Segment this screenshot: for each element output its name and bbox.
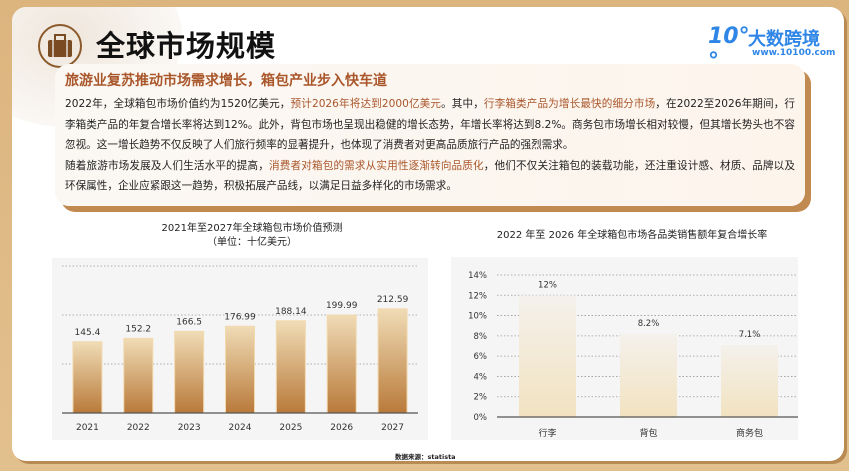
- y-tick-label: 14%: [468, 271, 487, 281]
- x-tick-label: 2026: [330, 423, 353, 433]
- x-tick-label: 2021: [76, 423, 99, 433]
- data-label: 166.5: [176, 317, 202, 327]
- body-text: ，在2022至2026年期间，行李箱类产品的年复合增长率将达到12%。此外，背包…: [65, 98, 796, 151]
- bar: [519, 295, 576, 417]
- bar: [275, 320, 306, 414]
- x-tick-label: 2023: [178, 423, 201, 433]
- slide-card: 全球市场规模 10°° 大数跨境 www.10100.com 旅游业复苏推动市场…: [12, 7, 844, 461]
- summary-paragraph: 随着旅游市场发展及人们生活水平的提高，消费者对箱包的需求从实用性逐渐转向品质化，…: [65, 156, 795, 197]
- x-tick-label: 2024: [229, 423, 252, 433]
- chart1-title: 2021年至2027年全球箱包市场价值预测 （单位：十亿美元）: [72, 222, 432, 250]
- bar: [620, 333, 677, 417]
- chart1-panel: 145.4 2021 152.2 2022 166.5 2023 176.99 2024 188…: [52, 258, 428, 440]
- chart2-title: 2022 年至 2026 年全球箱包市场各品类销售额年复合增长率: [496, 230, 768, 241]
- y-tick-label: 10%: [468, 312, 487, 322]
- y-tick-label: 12%: [468, 291, 487, 301]
- x-tick-label: 背包: [639, 427, 657, 439]
- chart1-title-text: 2021年至2027年全球箱包市场价值预测: [161, 223, 343, 234]
- x-tick-label: 2022: [127, 423, 150, 433]
- page-title: 全球市场规模: [96, 29, 277, 63]
- body-text: 随着旅游市场发展及人们生活水平的提高，: [65, 159, 270, 172]
- bar: [225, 325, 255, 414]
- logo-url: www.10100.com: [752, 48, 836, 58]
- data-label: 7.1%: [739, 330, 761, 340]
- chart2-svg: 0% 2% 4% 6% 8% 10% 12% 14% 12% 行李 8.2% 背包 7.1% 商务包: [468, 271, 800, 439]
- y-tick-label: 8%: [474, 332, 488, 342]
- chart1-subtitle: （单位：十亿美元）: [207, 237, 297, 248]
- x-tick-label: 2027: [381, 423, 404, 433]
- data-label: 12%: [538, 280, 557, 290]
- y-tick-label: 4%: [474, 372, 488, 382]
- data-label: 8.2%: [638, 319, 660, 329]
- chart2-panel: 0% 2% 4% 6% 8% 10% 12% 14% 12% 行李 8.2% 背包 7.1% 商务包: [451, 257, 800, 440]
- bar: [174, 330, 205, 414]
- bar: [377, 308, 408, 414]
- bar: [721, 344, 778, 417]
- data-label: 145.4: [75, 328, 101, 338]
- bar: [72, 341, 103, 414]
- summary-box: 旅游业复苏推动市场需求增长，箱包产业步入快车道 2022年，全球箱包市场价值约为…: [55, 64, 805, 206]
- x-tick-label: 商务包: [736, 427, 763, 439]
- data-label: 152.2: [125, 324, 151, 334]
- logo-mark: 10°°: [708, 24, 750, 74]
- summary-heading: 旅游业复苏推动市场需求增长，箱包产业步入快车道: [65, 73, 387, 89]
- highlight-text: 行李箱类产品为增长最快的细分市场: [483, 98, 656, 110]
- body-text: 。其中，: [441, 98, 484, 110]
- data-label: 176.99: [224, 312, 256, 322]
- y-tick-label: 0%: [474, 413, 488, 423]
- summary-paragraph: 2022年，全球箱包市场价值约为1520亿美元，预计2026年将达到2000亿美…: [65, 94, 795, 156]
- data-label: 188.14: [275, 307, 307, 317]
- bar: [123, 337, 154, 414]
- data-label: 199.99: [326, 301, 358, 311]
- bar: [326, 314, 357, 414]
- highlight-text: 预计2026年将达到2000亿美元: [290, 98, 442, 110]
- data-source: 数据来源：statista: [395, 453, 456, 461]
- body-text: ，他们不仅关注箱包的装载功能，还注重设计感、材质、品牌以及环保属性，企业应紧跟这…: [65, 159, 796, 193]
- y-tick-label: 6%: [474, 352, 488, 362]
- x-tick-label: 行李: [538, 427, 556, 439]
- x-tick-label: 2025: [279, 423, 302, 433]
- data-label: 212.59: [377, 295, 409, 305]
- highlight-text: 消费者对箱包的需求从实用性逐渐转向品质化: [269, 159, 484, 172]
- logo-name: 大数跨境: [748, 29, 820, 50]
- y-tick-label: 2%: [474, 393, 488, 403]
- body-text: 2022年，全球箱包市场价值约为1520亿美元，: [65, 98, 291, 110]
- suitcase-icon: [38, 24, 82, 68]
- chart1-svg: 145.4 2021 152.2 2022 166.5 2023 176.99 2024 188…: [62, 265, 418, 433]
